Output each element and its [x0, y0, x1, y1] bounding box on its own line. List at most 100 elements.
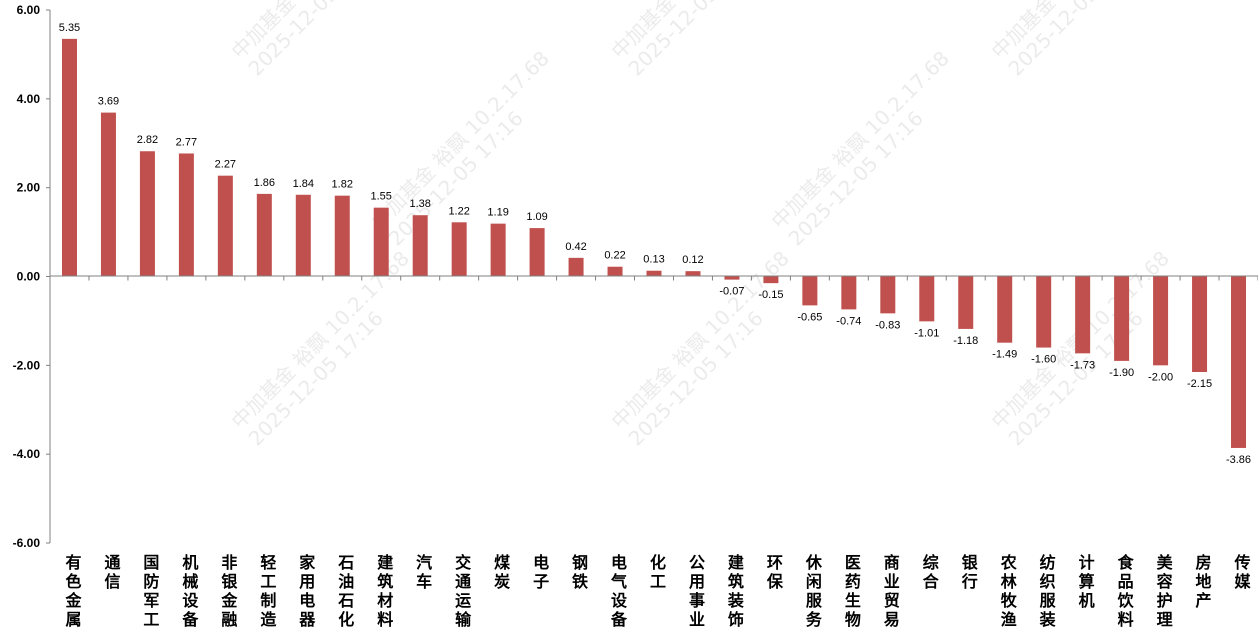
data-label: -1.49: [992, 349, 1017, 361]
bar: [451, 222, 467, 277]
x-category-label: 农林牧渔: [1000, 553, 1018, 629]
data-label: 0.42: [565, 241, 586, 253]
data-label: 0.22: [604, 250, 625, 262]
x-category-label: 机械设备: [181, 553, 199, 629]
bar: [763, 276, 779, 284]
bar: [958, 276, 974, 329]
y-tick-label: -2.00: [13, 358, 41, 372]
x-category-label: 环保: [766, 553, 784, 591]
bar: [841, 276, 857, 310]
data-label: -1.60: [1031, 354, 1056, 366]
x-axis-categories: 有色金属 通信 国防军工 机械设备 非银金融 轻工制造 家用电器 石油石化 建筑材料 汽车 交通运输…: [64, 553, 1251, 629]
data-label: 5.35: [59, 22, 80, 34]
data-label: 2.77: [176, 136, 197, 148]
x-category-label: 食品饮料: [1117, 553, 1135, 629]
x-category-label: 通信: [104, 553, 120, 591]
bar: [568, 257, 584, 277]
bar: [178, 153, 194, 277]
x-category-label: 非银金融: [220, 553, 238, 629]
bars-group: 5.35 3.69 2.82 2.77 2.27 1.86 1.84 1.82 1.55 1.38…: [49, 22, 1258, 466]
x-category-label: 交通运输: [455, 553, 472, 629]
x-category-label: 石油石化: [337, 553, 354, 629]
x-category-label: 汽车: [416, 553, 432, 591]
bar: [1036, 276, 1052, 348]
bar: [1075, 276, 1091, 354]
data-label: 1.38: [409, 198, 430, 210]
bar: [880, 276, 896, 314]
data-label: -0.07: [719, 286, 744, 298]
bar: [607, 266, 623, 277]
x-category-label: 计算机: [1079, 553, 1095, 610]
bar: [490, 223, 506, 277]
data-label: 1.19: [487, 207, 508, 219]
bar: [334, 195, 350, 277]
x-category-label: 传媒: [1234, 553, 1252, 591]
bar: [646, 270, 662, 277]
bar: [1231, 276, 1247, 448]
data-label: -0.15: [758, 289, 783, 301]
data-label: -0.83: [875, 319, 900, 331]
data-label: 1.86: [254, 177, 275, 189]
bar: [997, 276, 1013, 343]
data-label: 1.09: [526, 211, 547, 223]
x-category-label: 医药生物: [845, 553, 861, 629]
bar: [724, 276, 740, 280]
bar: [100, 112, 116, 277]
data-label: -1.18: [953, 335, 978, 347]
data-label: -1.73: [1070, 359, 1095, 371]
bar: [217, 175, 233, 277]
x-category-label: 国防军工: [143, 553, 159, 629]
bar: [1192, 276, 1208, 372]
bar: [1153, 276, 1169, 366]
bar: [256, 193, 272, 277]
x-category-label: 有色金属: [64, 553, 82, 629]
x-category-label: 建筑材料: [377, 553, 393, 629]
bar: [412, 215, 428, 277]
x-category-label: 家用电器: [298, 553, 316, 629]
y-tick-label: 0.00: [17, 270, 41, 284]
data-label: -2.15: [1187, 378, 1212, 390]
data-label: 1.82: [332, 179, 353, 191]
bar: [61, 38, 77, 277]
data-label: 1.22: [448, 205, 469, 217]
x-category-label: 商业贸易: [884, 553, 900, 629]
x-category-label: 建筑装饰: [727, 553, 744, 629]
data-label: -0.74: [836, 315, 861, 327]
x-category-label: 电子: [533, 553, 549, 591]
bar: [919, 276, 935, 322]
data-label: 1.55: [371, 191, 392, 203]
x-category-label: 钢铁: [572, 553, 588, 591]
x-category-label: 电气设备: [610, 553, 628, 629]
y-axis-ticks: 6.00 4.00 2.00 0.00 -2.00 -4.00 -6.00: [13, 3, 50, 550]
data-label: 3.69: [98, 96, 119, 108]
x-category-label: 银行: [961, 553, 979, 591]
x-category-label: 轻工制造: [260, 553, 277, 629]
x-category-label: 房地产: [1196, 553, 1212, 610]
y-tick-label: 2.00: [17, 181, 41, 195]
x-category-label: 综合: [923, 553, 940, 591]
bar: [1114, 276, 1130, 361]
x-category-label: 休闲服务: [805, 553, 823, 629]
bar: [295, 194, 311, 277]
bar: [139, 151, 155, 277]
svg-text:中加基金 裕飘 10.2.17.68: 中加基金 裕飘 10.2.17.68: [767, 46, 954, 233]
data-label: 0.12: [682, 254, 703, 266]
x-category-label: 美容护理: [1156, 553, 1174, 629]
y-tick-label: -6.00: [13, 536, 41, 550]
data-label: 1.84: [293, 178, 314, 190]
data-label: -3.86: [1226, 454, 1251, 466]
y-tick-label: -4.00: [13, 447, 41, 461]
x-category-label: 煤炭: [494, 553, 510, 591]
data-label: 2.27: [215, 159, 236, 171]
data-label: 0.13: [643, 254, 664, 266]
x-category-label: 纺织服装: [1039, 553, 1057, 629]
data-label: -2.00: [1148, 371, 1173, 383]
